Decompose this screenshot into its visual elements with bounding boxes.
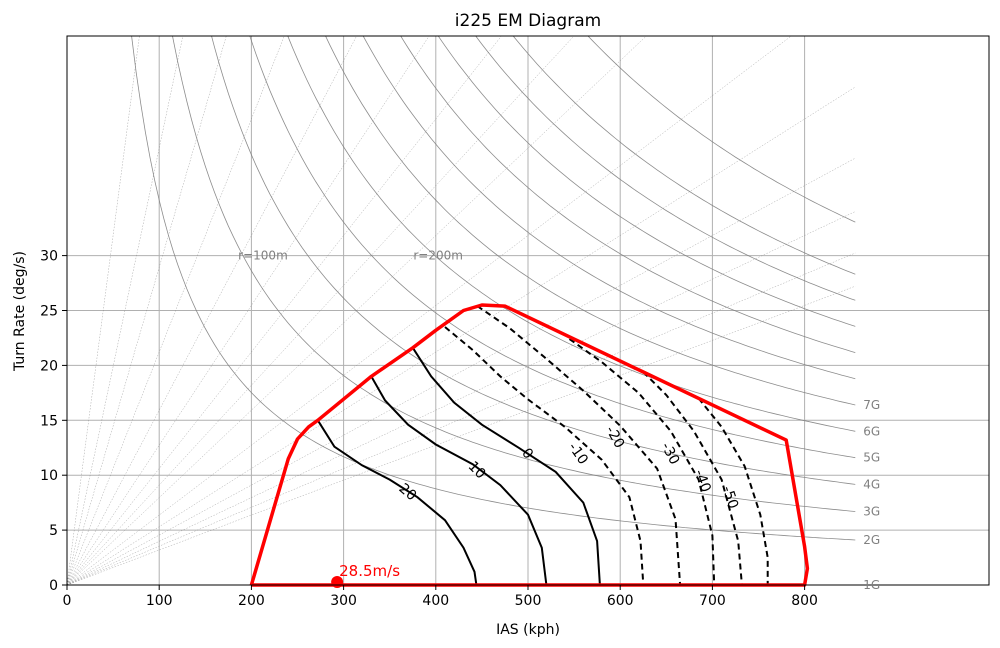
- g-load-label: 1G: [863, 578, 880, 592]
- g-load-curve-extra: [587, 36, 856, 223]
- ps-contour: [568, 338, 716, 586]
- g-load-curve: [211, 36, 856, 485]
- x-tick-label: 100: [146, 593, 173, 609]
- g-load-curve: [172, 36, 856, 512]
- radius-curve: [67, 285, 856, 585]
- g-load-curve: [249, 36, 856, 459]
- g-load-label: 4G: [863, 477, 880, 491]
- ps-contour: [411, 347, 601, 586]
- g-load-curve-extra: [362, 36, 856, 380]
- x-tick-label: 0: [63, 593, 72, 609]
- g-load-curve: [287, 36, 856, 432]
- x-tick-label: 600: [607, 593, 634, 609]
- radius-curve: [67, 86, 856, 585]
- g-load-label: 2G: [863, 533, 880, 547]
- g-load-label: 5G: [863, 451, 880, 465]
- radius-label: r=200m: [413, 249, 463, 263]
- radius-label: r=100m: [238, 249, 288, 263]
- radius-curve: [67, 211, 856, 585]
- y-tick-label: 10: [40, 468, 58, 484]
- y-tick-label: 20: [40, 358, 58, 374]
- g-load-curve-extra: [437, 36, 856, 327]
- g-load-curve: [131, 36, 856, 541]
- x-tick-label: 500: [515, 593, 542, 609]
- y-axis-label: Turn Rate (deg/s): [12, 251, 28, 372]
- ps-contour: [316, 419, 478, 586]
- x-tick-label: 700: [699, 593, 726, 609]
- g-load-curve-extra: [512, 36, 856, 275]
- x-tick-label: 200: [238, 593, 265, 609]
- y-tick-label: 15: [40, 413, 58, 429]
- ps-contour: [476, 305, 682, 586]
- y-tick-label: 5: [49, 523, 58, 539]
- g-load-curve-extra: [400, 36, 856, 353]
- ps-contour: [642, 371, 743, 586]
- chart-title: i225 EM Diagram: [455, 11, 601, 31]
- reference-curves: [67, 36, 856, 585]
- grid-layer: [66, 36, 989, 586]
- g-load-curve-extra: [475, 36, 856, 301]
- ps-contour-label: -40: [691, 468, 714, 495]
- ps-contour-label: 20: [396, 481, 420, 505]
- flight-envelope: [249, 303, 810, 587]
- y-tick-label: 0: [49, 578, 58, 594]
- ps-contour-label: -50: [719, 484, 741, 511]
- g-load-label: 3G: [863, 505, 880, 519]
- ps-contour-label: 0: [518, 445, 536, 462]
- x-tick-label: 300: [330, 593, 357, 609]
- radius-curve: [67, 36, 227, 585]
- x-tick-label: 800: [791, 593, 818, 609]
- y-tick-label: 30: [40, 249, 58, 265]
- ps-contour: [697, 397, 769, 585]
- g-load-label: 7G: [863, 398, 880, 412]
- ps-contour-label: -20: [602, 423, 627, 451]
- radius-curve: [67, 157, 856, 585]
- ps-contour: [444, 326, 645, 586]
- g-load-curve: [325, 36, 856, 406]
- radius-curve: [67, 36, 647, 585]
- g-load-label: 6G: [863, 424, 880, 438]
- x-axis-label: IAS (kph): [496, 622, 560, 638]
- y-tick-label: 25: [40, 304, 58, 320]
- corner-speed-label: 28.5m/s: [339, 562, 400, 580]
- x-tick-label: 400: [422, 593, 449, 609]
- ps-contour-label: -10: [565, 440, 591, 468]
- radius-curve: [67, 36, 285, 585]
- ps-contour: [370, 375, 548, 586]
